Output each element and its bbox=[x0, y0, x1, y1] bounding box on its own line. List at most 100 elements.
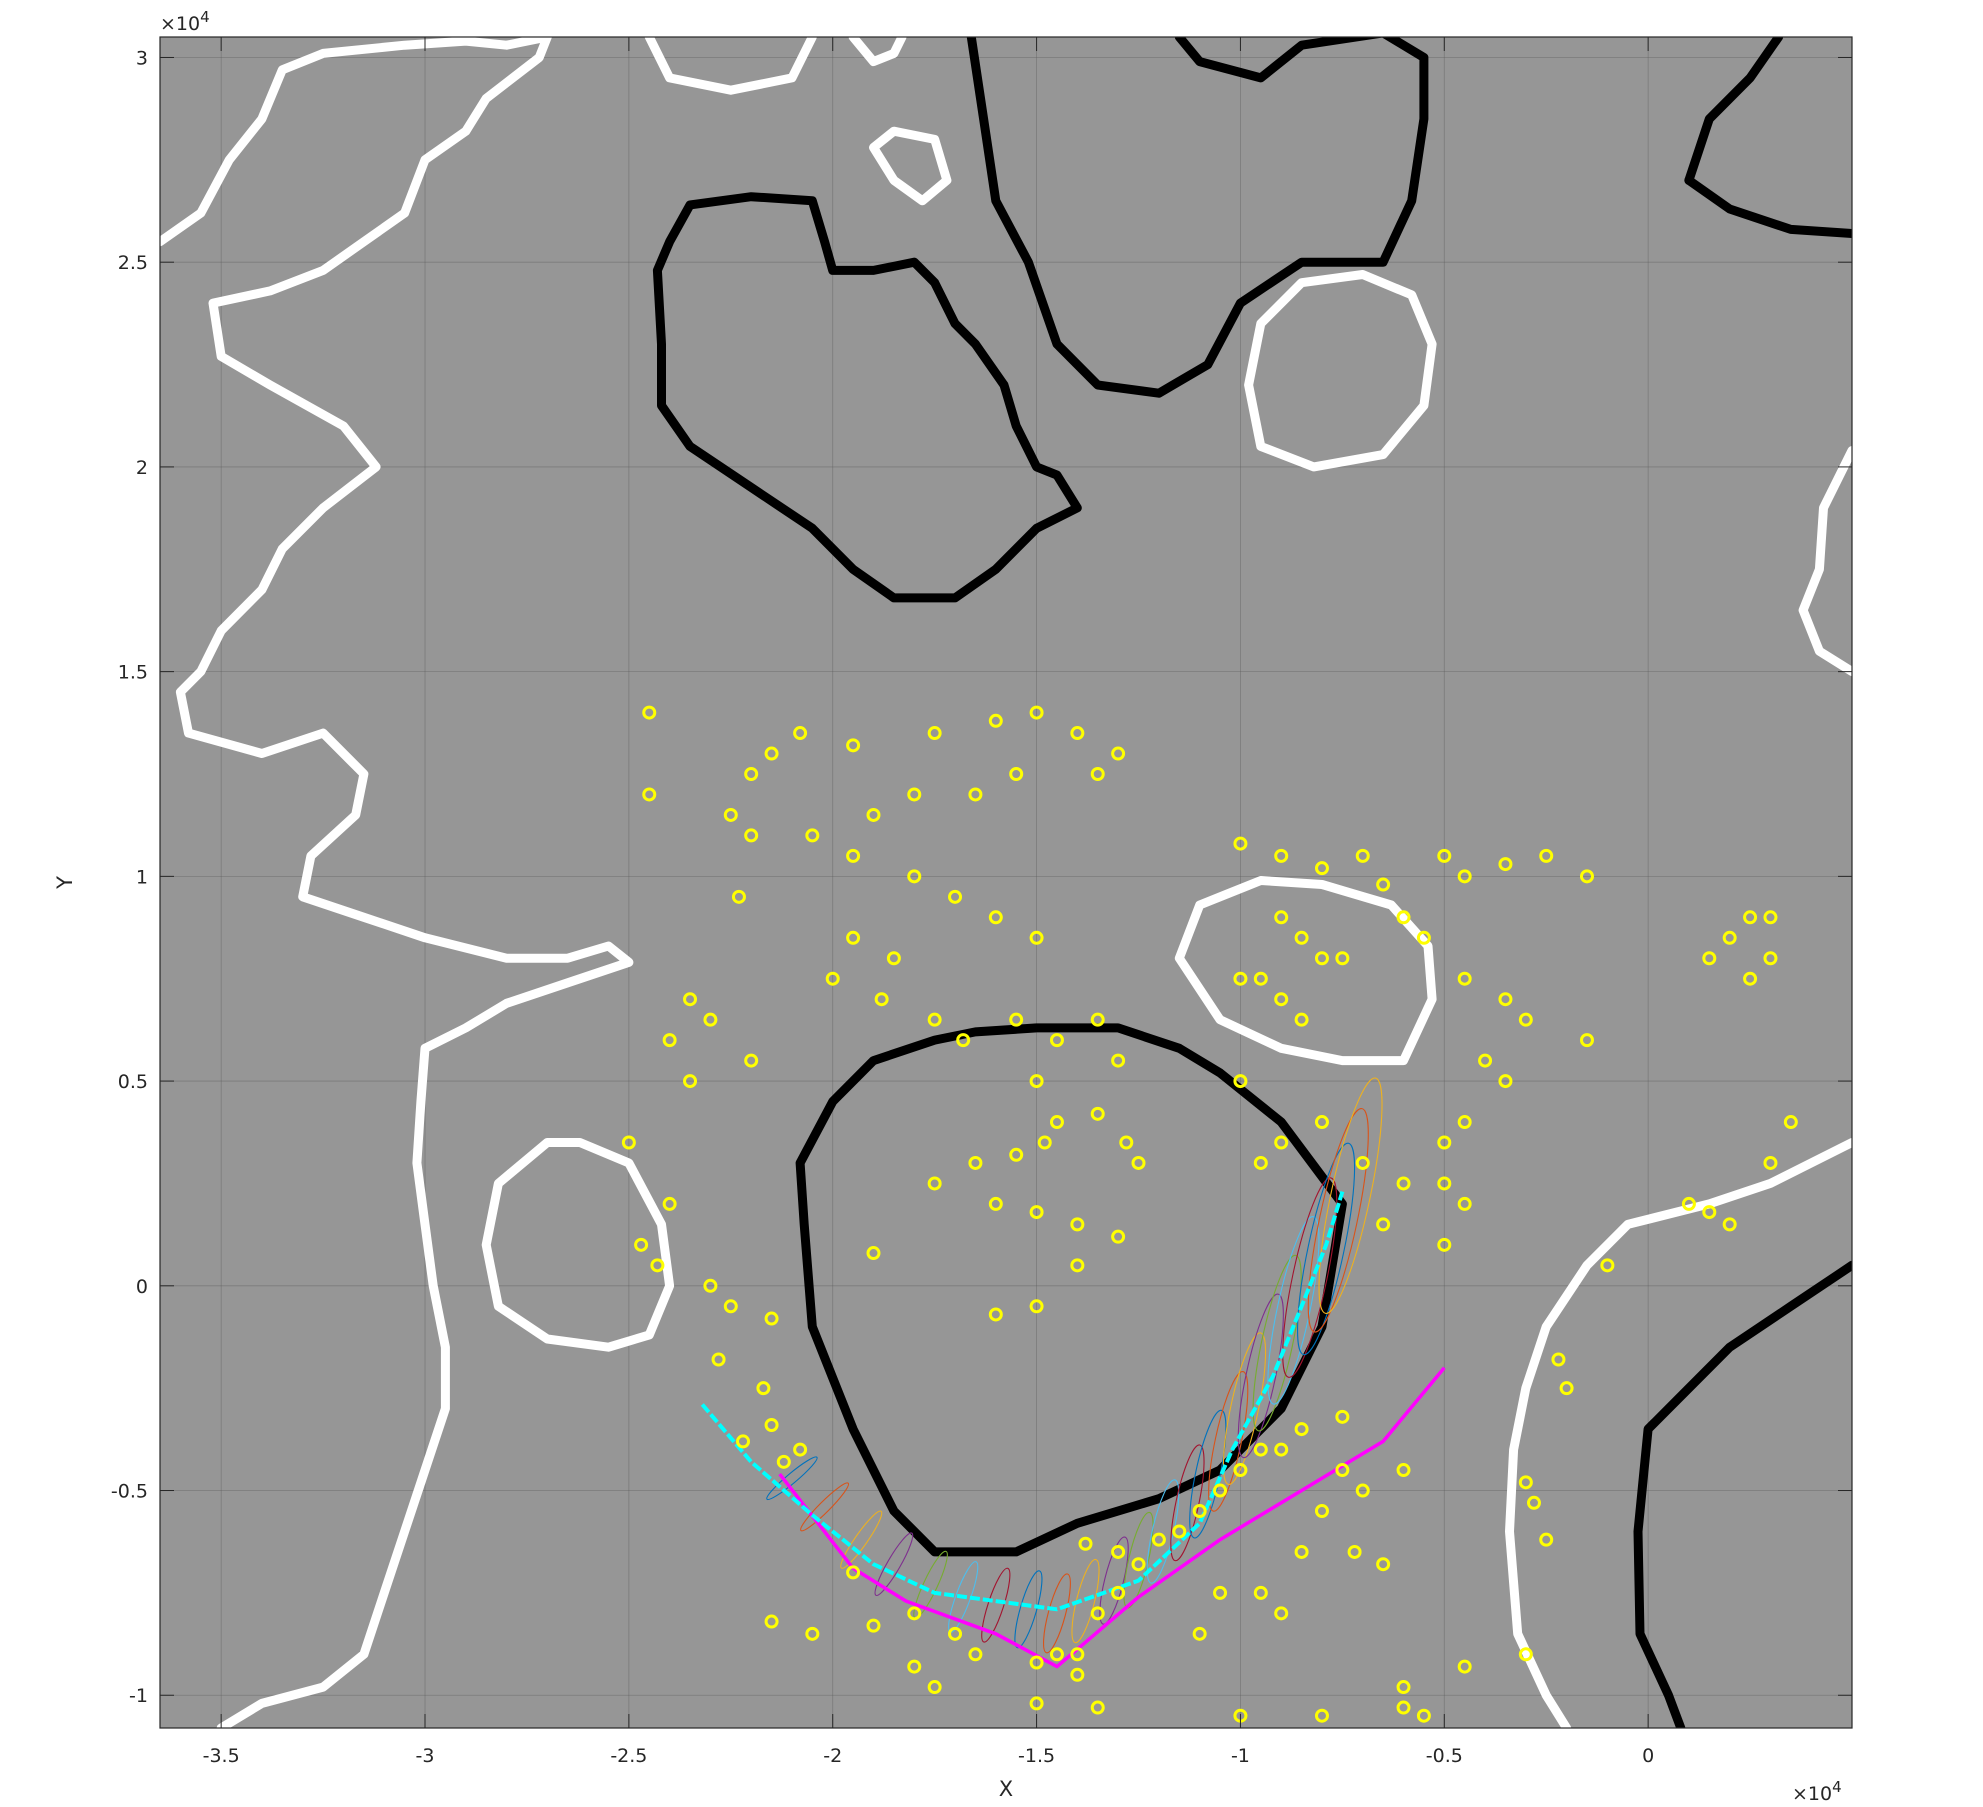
scatter-point bbox=[736, 1434, 751, 1449]
uncertainty-ellipse bbox=[1222, 1332, 1267, 1486]
scatter-point bbox=[1049, 1647, 1064, 1662]
x-tick-label: -3.5 bbox=[203, 1745, 240, 1767]
scatter-point bbox=[1274, 1442, 1289, 1457]
scatter-point bbox=[1437, 1135, 1452, 1150]
contour-line-white bbox=[1244, 270, 1437, 472]
y-tick-label: 3 bbox=[136, 47, 148, 69]
scatter-point bbox=[1396, 1680, 1411, 1695]
scatter-point bbox=[1335, 1463, 1350, 1478]
uncertainty-ellipse bbox=[766, 1456, 818, 1501]
scatter-point bbox=[1213, 1483, 1228, 1498]
scatter-point bbox=[793, 726, 808, 741]
scatter-point bbox=[1009, 1012, 1024, 1027]
y-tick-label: -0.5 bbox=[111, 1481, 148, 1503]
scatter-point bbox=[1274, 1135, 1289, 1150]
scatter-point bbox=[1763, 910, 1778, 925]
scatter-point bbox=[1294, 930, 1309, 945]
x-axis-exponent: ×104 bbox=[1792, 1778, 1842, 1805]
uncertainty-ellipse bbox=[1208, 1370, 1249, 1512]
uncertainty-ellipse bbox=[1237, 1293, 1284, 1459]
scatter-point bbox=[927, 1012, 942, 1027]
contour-line-white bbox=[481, 1138, 675, 1352]
scatter-point bbox=[1376, 1557, 1391, 1572]
scatter-point bbox=[1070, 1258, 1085, 1273]
x-tick-label: -1.5 bbox=[1018, 1745, 1055, 1767]
scatter-point bbox=[1763, 951, 1778, 966]
scatter-point bbox=[927, 1680, 942, 1695]
scatter-point bbox=[650, 1258, 665, 1273]
scatter-point bbox=[1437, 848, 1452, 863]
scatter-point bbox=[1743, 910, 1758, 925]
x-tick-label: 0 bbox=[1642, 1745, 1654, 1767]
scatter-point bbox=[1347, 1544, 1362, 1559]
y-tick-label: -1 bbox=[129, 1685, 148, 1707]
contour-line-black bbox=[795, 1023, 1347, 1557]
contour-line-white bbox=[869, 126, 952, 206]
scatter-point bbox=[1355, 1155, 1370, 1170]
scatter-point bbox=[1049, 1033, 1064, 1048]
scatter-point bbox=[948, 889, 963, 904]
scatter-point bbox=[1579, 869, 1594, 884]
scatter-point bbox=[1376, 877, 1391, 892]
scatter-point bbox=[1274, 910, 1289, 925]
uncertainty-ellipse bbox=[1318, 1077, 1383, 1314]
scatter-point bbox=[846, 848, 861, 863]
scatter-point bbox=[1029, 1655, 1044, 1670]
scatter-point bbox=[1090, 1012, 1105, 1027]
scatter-point bbox=[634, 1237, 649, 1252]
uncertainty-ellipse bbox=[1282, 1177, 1338, 1378]
scatter-point bbox=[988, 713, 1003, 728]
scatter-point bbox=[1457, 1659, 1472, 1674]
uncertainty-ellipse bbox=[1043, 1573, 1071, 1654]
scatter-point bbox=[1518, 1647, 1533, 1662]
scatter-point bbox=[1029, 1299, 1044, 1314]
scatter-point bbox=[1355, 848, 1370, 863]
scatter-point bbox=[1294, 1422, 1309, 1437]
scatter-point bbox=[1253, 1155, 1268, 1170]
scatter-point bbox=[1029, 1696, 1044, 1711]
scatter-point bbox=[1457, 971, 1472, 986]
scatter-point bbox=[703, 1278, 718, 1293]
contours bbox=[160, 37, 1852, 1728]
scatter-point bbox=[1396, 910, 1411, 925]
scatter-point bbox=[1090, 1106, 1105, 1121]
scatter-point bbox=[1743, 971, 1758, 986]
scatter-point bbox=[1029, 705, 1044, 720]
scatter-point bbox=[1070, 1217, 1085, 1232]
scatter-point bbox=[805, 828, 820, 843]
contour-line-black bbox=[652, 192, 1082, 603]
uncertainty-ellipse bbox=[800, 1482, 850, 1532]
scatter-point bbox=[776, 1454, 791, 1469]
scatter-point bbox=[1172, 1524, 1187, 1539]
axis-ticks: -3.5 -3 -2.5 -2 -1.5 -1 -0.5 0 -1 -0.5 0 0.5 1 1.5 2 2.… bbox=[111, 37, 1852, 1767]
uncertainty-ellipse bbox=[1099, 1536, 1129, 1625]
scatter-point bbox=[1111, 1585, 1126, 1600]
uncertainty-ellipse bbox=[1296, 1142, 1356, 1356]
scatter-point bbox=[1478, 1053, 1493, 1068]
y-tick-label: 1.5 bbox=[118, 662, 148, 684]
scatter-point bbox=[1233, 1074, 1248, 1089]
scatter-point bbox=[874, 992, 889, 1007]
scatter-point bbox=[1498, 1074, 1513, 1089]
scatter-point bbox=[744, 1053, 759, 1068]
scatter-point bbox=[683, 992, 698, 1007]
scatter-point bbox=[968, 787, 983, 802]
scatter-point bbox=[1119, 1135, 1134, 1150]
contour-line-black bbox=[1684, 175, 1852, 238]
scatter-point bbox=[1396, 1176, 1411, 1191]
scatter-point bbox=[825, 971, 840, 986]
contour-line-white bbox=[1505, 1138, 1852, 1728]
scatter-point bbox=[1526, 1495, 1541, 1510]
scatter-point bbox=[1416, 1708, 1431, 1723]
scatter-point bbox=[1253, 1585, 1268, 1600]
plot-frame bbox=[159, 36, 1853, 1729]
scatter-point bbox=[886, 951, 901, 966]
x-tick-label: -2 bbox=[823, 1745, 842, 1767]
x-tick-label: -0.5 bbox=[1426, 1745, 1463, 1767]
scatter-point bbox=[927, 1176, 942, 1191]
scatter-point bbox=[1131, 1557, 1146, 1572]
scatter-point bbox=[1037, 1135, 1052, 1150]
scatter-point bbox=[1233, 836, 1248, 851]
scatter-point bbox=[927, 726, 942, 741]
scatter-point bbox=[764, 1311, 779, 1326]
